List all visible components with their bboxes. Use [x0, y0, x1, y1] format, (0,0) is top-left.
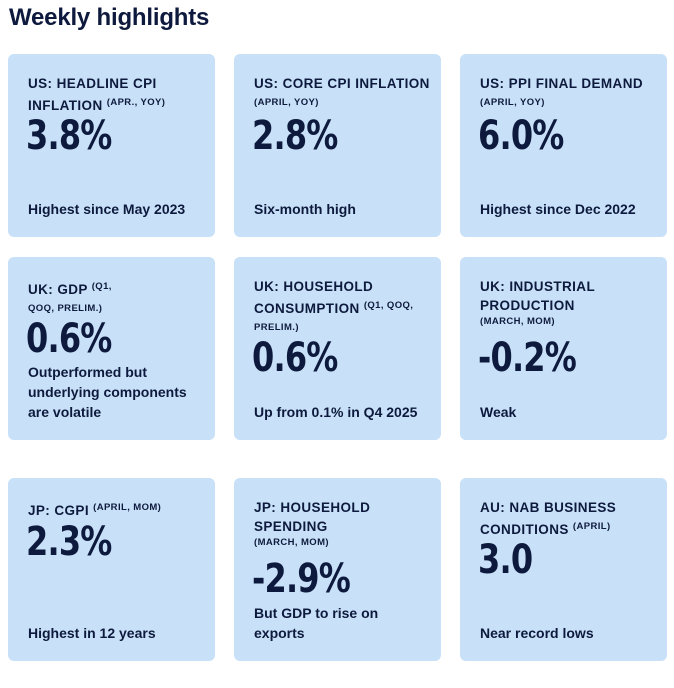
card-au-nab-business-conditions: AU: NAB BUSINESS CONDITIONS (APRIL) 3.0 … [460, 478, 667, 661]
card-label: AU: NAB BUSINESS CONDITIONS (APRIL) [480, 500, 617, 537]
card-note: Highest since Dec 2022 [480, 201, 636, 217]
card-qualifier: (MARCH, MOM) [480, 316, 555, 327]
card-label: UK: GDP (Q1, QOQ, PRELIM.) [28, 281, 112, 314]
card-us-ppi: US: PPI FINAL DEMAND (APRIL, YOY) 6.0% H… [460, 54, 667, 237]
card-value: -2.9% [252, 556, 351, 602]
card-qualifier: (MARCH, MOM) [254, 537, 329, 548]
card-note: Highest since May 2023 [28, 201, 186, 217]
card-qualifier: (Q1, QOQ, PRELIM.) [28, 281, 112, 314]
card-value: 2.8% [252, 113, 338, 159]
card-note: Up from 0.1% in Q4 2025 [254, 404, 418, 420]
card-us-core-cpi: US: CORE CPI INFLATION (APRIL, YOY) 2.8%… [234, 54, 441, 237]
card-label: JP: CGPI (APRIL, MOM) [28, 502, 162, 518]
card-label: US: HEADLINE CPI INFLATION (APR., YOY) [28, 76, 166, 113]
card-jp-cgpi: JP: CGPI (APRIL, MOM) 2.3% Highest in 12… [8, 478, 215, 661]
card-qualifier: (APRIL) [572, 521, 611, 532]
card-qualifier: (APRIL, MOM) [93, 502, 162, 513]
card-uk-household-consumption: UK: HOUSEHOLD CONSUMPTION (Q1, QOQ, PREL… [234, 257, 441, 440]
card-value: 3.8% [26, 113, 112, 159]
card-value: 0.6% [252, 335, 338, 381]
card-label: UK: HOUSEHOLD CONSUMPTION (Q1, QOQ, PREL… [254, 279, 414, 333]
card-note: Weak [480, 404, 517, 420]
card-qualifier: (APRIL, YOY) [254, 97, 319, 108]
card-note: But GDP to rise on exports [254, 605, 379, 641]
card-label: US: CORE CPI INFLATION (APRIL, YOY) [254, 76, 430, 108]
card-label: JP: HOUSEHOLD SPENDING (MARCH, MOM) [254, 498, 431, 549]
card-note: Six-month high [254, 201, 356, 217]
card-uk-gdp: UK: GDP (Q1, QOQ, PRELIM.) 0.6% Outperfo… [8, 257, 215, 440]
card-label: US: PPI FINAL DEMAND (APRIL, YOY) [480, 76, 644, 108]
card-qualifier: (APRIL, YOY) [480, 97, 545, 108]
card-value: 0.6% [26, 316, 112, 362]
card-us-headline-cpi: US: HEADLINE CPI INFLATION (APR., YOY) 3… [8, 54, 215, 237]
card-value: 3.0 [478, 537, 533, 583]
card-note: Outperformed but underlying components a… [28, 364, 187, 420]
card-value: -0.2% [478, 335, 577, 381]
card-value: 2.3% [26, 519, 112, 565]
card-qualifier: (Q1, QOQ, PRELIM.) [254, 300, 414, 333]
card-uk-industrial-production: UK: INDUSTRIAL PRODUCTION (MARCH, MOM) -0… [460, 257, 667, 440]
page-title: Weekly highlights [9, 4, 210, 31]
card-note: Near record lows [480, 625, 594, 641]
card-note: Highest in 12 years [28, 625, 156, 641]
card-jp-household-spending: JP: HOUSEHOLD SPENDING (MARCH, MOM) -2.9%… [234, 478, 441, 661]
card-value: 6.0% [478, 113, 564, 159]
card-qualifier: (APR., YOY) [106, 97, 166, 108]
card-label: UK: INDUSTRIAL PRODUCTION (MARCH, MOM) [480, 277, 657, 328]
